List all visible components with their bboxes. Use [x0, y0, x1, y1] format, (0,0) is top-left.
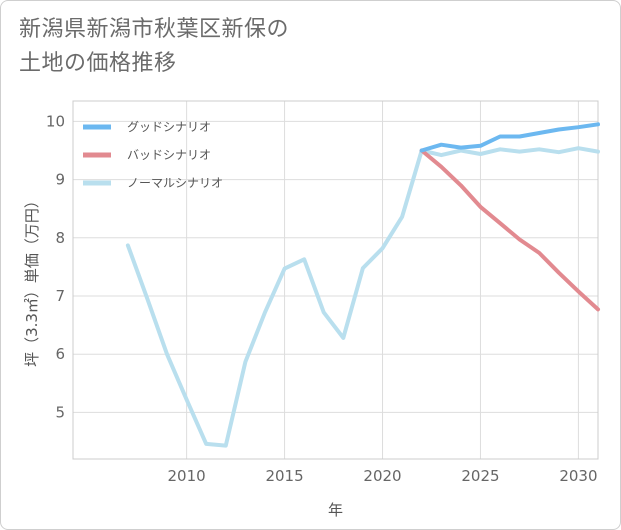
- y-tick-label: 7: [55, 287, 65, 305]
- chart-title-line-1: 新潟県新潟市秋葉区新保の: [19, 17, 290, 42]
- y-tick-label: 10: [46, 112, 65, 130]
- x-tick-label: 2020: [363, 467, 401, 485]
- y-tick-label: 8: [55, 229, 65, 247]
- y-tick-label: 5: [55, 403, 65, 421]
- x-tick-label: 2025: [461, 467, 499, 485]
- legend-label: バッドシナリオ: [127, 148, 211, 162]
- grid: [73, 101, 598, 459]
- legend-label: グッドシナリオ: [127, 120, 211, 134]
- y-tick-label: 9: [55, 171, 65, 189]
- series-group: [125, 122, 600, 448]
- y-tick-label: 6: [55, 345, 65, 363]
- x-tick-label: 2010: [168, 467, 206, 485]
- series-line-2: [125, 146, 600, 448]
- x-tick-label: 2015: [265, 467, 303, 485]
- legend-label: ノーマルシナリオ: [127, 176, 223, 190]
- series-line-1: [419, 148, 600, 312]
- plot-frame: [72, 100, 599, 460]
- x-axis-label: 年: [328, 501, 343, 519]
- y-axis-label: 坪（3.3㎡）単価（万円）: [23, 193, 41, 367]
- chart-title-line-2: 土地の価格推移: [19, 51, 177, 76]
- tick-labels: 2010 2015 2020 2025 2030 5 6 7 8 9 10: [46, 112, 598, 485]
- chart-title: 新潟県新潟市秋葉区新保の 土地の価格推移: [19, 13, 579, 81]
- x-tick-label: 2030: [559, 467, 597, 485]
- series-line-0: [419, 122, 600, 153]
